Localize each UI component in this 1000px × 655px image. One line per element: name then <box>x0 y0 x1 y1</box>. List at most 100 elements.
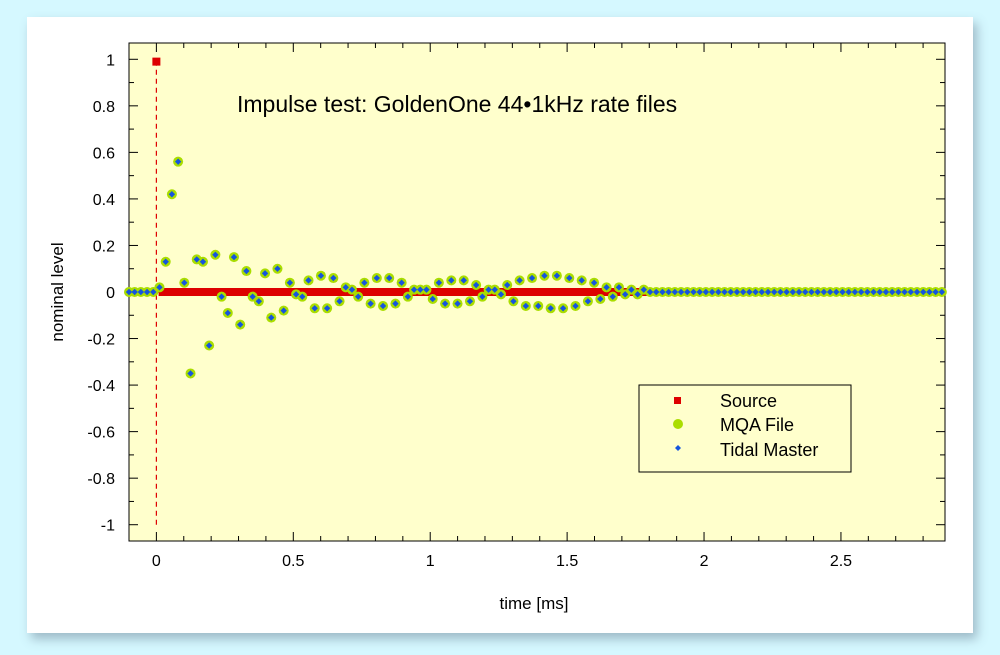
tidal-master-point <box>671 288 679 296</box>
tidal-master-point <box>168 191 176 198</box>
source-point <box>171 288 180 296</box>
source-point <box>469 288 478 296</box>
tidal-master-point <box>752 288 759 296</box>
source-point <box>605 288 614 296</box>
source-point <box>313 288 322 296</box>
tidal-master-point <box>435 279 443 286</box>
source-point <box>282 288 291 296</box>
tidal-master-point <box>199 258 207 265</box>
tidal-master-point <box>280 307 287 314</box>
tidal-master-point <box>249 293 256 300</box>
tidal-master-point <box>417 286 424 293</box>
y-axis-ticks: 1 0.8 0.6 0.4 0.2 0 -0.2 -0.4 -0.6 -0.8 -1 <box>87 52 945 535</box>
tidal-master-point <box>603 284 610 291</box>
source-point <box>382 288 391 296</box>
source-point <box>562 288 571 296</box>
tidal-master-point <box>181 279 188 286</box>
tidal-master-point <box>777 288 784 296</box>
tidal-master-point <box>870 288 877 296</box>
source-point <box>245 288 254 296</box>
source-point <box>332 288 341 296</box>
tidal-master-point <box>926 288 933 296</box>
tidal-master-point <box>404 293 412 300</box>
source-point <box>320 288 329 296</box>
source-point <box>214 288 223 296</box>
source-point <box>580 288 589 296</box>
source-point <box>543 288 552 296</box>
legend-swatch-tidal-master <box>675 445 681 451</box>
x-tick-label: 2.5 <box>830 553 852 570</box>
tidal-master-point <box>504 281 511 289</box>
tidal-master-point <box>497 291 505 298</box>
tidal-master-point <box>131 288 138 296</box>
source-point <box>555 288 564 296</box>
tidal-master-point <box>566 274 573 282</box>
tidal-master-point <box>541 272 548 279</box>
source-point <box>276 288 285 296</box>
source-point <box>326 288 335 296</box>
tidal-master-point <box>665 288 672 296</box>
tidal-master-point <box>516 277 523 284</box>
source-point <box>593 288 602 296</box>
tidal-master-point <box>727 288 734 296</box>
tidal-master-point <box>311 305 318 312</box>
y-tick-label: 0.8 <box>93 99 115 116</box>
y-tick-label: -0.2 <box>87 332 115 349</box>
impulse-chart: 0 0.5 1 1.5 2 2.5 1 0.8 0.6 0.4 0.2 0 -0.2 -0.4 -0.6 -… <box>48 42 947 613</box>
source-point <box>183 288 192 296</box>
tidal-master-point <box>441 300 449 307</box>
legend-swatch-source <box>674 397 681 404</box>
tidal-master-point <box>448 277 455 284</box>
x-tick-label: 0.5 <box>282 553 304 570</box>
tidal-master-point <box>690 288 697 296</box>
source-point <box>257 288 266 296</box>
tidal-master-point <box>162 258 169 265</box>
tidal-master-point <box>354 293 362 300</box>
tidal-master-point <box>845 288 852 296</box>
tidal-master-point <box>286 279 294 286</box>
tidal-master-point <box>237 321 244 328</box>
tidal-master-point <box>733 288 741 296</box>
source-point <box>450 288 459 296</box>
tidal-master-point <box>901 288 908 296</box>
source-point <box>164 288 173 296</box>
tidal-master-point <box>317 272 325 279</box>
source-point <box>444 288 453 296</box>
source-point <box>195 288 204 296</box>
source-point <box>611 288 620 296</box>
tidal-master-point <box>305 277 312 284</box>
legend-label-mqa-file: MQA File <box>720 415 794 435</box>
data-points <box>124 57 947 379</box>
source-point <box>301 288 310 296</box>
tidal-master-point <box>553 272 561 279</box>
tidal-master-point <box>224 309 231 317</box>
tidal-master-point <box>739 288 747 296</box>
tidal-master-point <box>833 288 840 296</box>
tidal-master-point <box>820 288 828 296</box>
tidal-master-point <box>460 277 467 284</box>
tidal-master-point <box>485 286 492 293</box>
source-point <box>226 288 235 296</box>
tidal-master-point <box>932 288 939 296</box>
tidal-master-point <box>907 288 914 296</box>
y-tick-label: -1 <box>101 518 115 535</box>
tidal-master-point <box>851 288 859 296</box>
source-point <box>270 288 279 296</box>
source-point <box>239 288 248 296</box>
tidal-master-point <box>913 288 921 296</box>
source-point <box>264 288 273 296</box>
source-point <box>431 288 440 296</box>
tidal-master-point <box>857 288 865 296</box>
source-point <box>524 288 533 296</box>
tidal-master-point <box>547 305 554 312</box>
tidal-master-point <box>646 288 654 296</box>
tidal-master-point <box>299 293 306 300</box>
y-tick-label: 0.6 <box>93 145 115 162</box>
tidal-master-point <box>802 288 809 296</box>
tidal-master-point <box>578 277 585 284</box>
source-point <box>537 288 546 296</box>
x-axis-title: time [ms] <box>500 594 569 613</box>
legend: Source MQA File Tidal Master <box>638 384 852 473</box>
tidal-master-point <box>677 288 685 296</box>
tidal-master-point <box>348 286 356 293</box>
